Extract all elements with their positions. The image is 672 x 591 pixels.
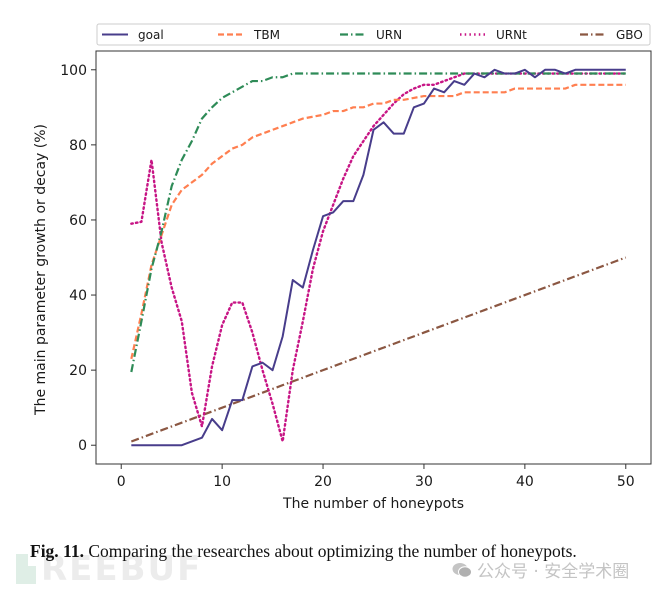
x-tick-label: 20 (314, 474, 332, 490)
y-tick-label: 0 (78, 438, 87, 454)
legend-label: goal (138, 28, 164, 42)
x-tick-label: 50 (617, 474, 635, 490)
y-tick-label: 20 (69, 363, 87, 379)
legend-label: TBM (253, 28, 280, 42)
series-line-tbm (130, 83, 626, 360)
figure-caption: Fig. 11. Comparing the researches about … (30, 541, 670, 562)
legend-label: URNt (496, 28, 527, 42)
freebuf-watermark: REEBUF (16, 549, 203, 589)
legend-item-urnt: URNt (460, 28, 527, 42)
series-line-gbo (130, 256, 627, 443)
y-axis: 0 20 40 60 80 100 (60, 63, 96, 454)
series-line-urn (130, 72, 626, 373)
legend-item-urn: URN (340, 28, 402, 42)
legend-item-tbm: TBM (218, 28, 280, 42)
legend-label: URN (376, 28, 402, 42)
x-axis-label: The number of honeypots (282, 496, 464, 512)
y-axis-label: The main parameter growth or decay (%) (33, 124, 49, 416)
caption-text: Comparing the researches about optimizin… (83, 541, 577, 561)
legend-box (96, 23, 651, 46)
y-tick-label: 80 (69, 138, 87, 154)
series-layer (130, 68, 627, 447)
legend-item-gbo: GBO (580, 28, 643, 42)
wechat-watermark: 公众号 · 安全学术圈 (452, 557, 629, 582)
series-line-goal (131, 68, 626, 447)
figure-number: Fig. 11. (30, 541, 84, 561)
legend: goal TBM URN URNt GBO (96, 23, 651, 46)
x-tick-label: 40 (516, 474, 534, 490)
legend-label: GBO (616, 28, 643, 42)
freebuf-logo-icon (16, 554, 36, 584)
legend-item-goal: goal (102, 28, 164, 42)
x-tick-label: 10 (213, 474, 231, 490)
y-tick-label: 100 (60, 63, 87, 79)
chart: 0 10 20 30 40 50 0 20 40 60 80 100 The number of h… (33, 23, 652, 512)
wechat-watermark-text: 公众号 · 安全学术圈 (477, 562, 630, 582)
plot-frame (95, 50, 652, 465)
series-line-urnt (130, 72, 627, 443)
x-tick-label: 30 (415, 474, 433, 490)
x-tick-label: 0 (117, 474, 126, 490)
wechat-icon (452, 562, 472, 578)
x-axis: 0 10 20 30 40 50 (117, 464, 635, 490)
freebuf-watermark-text: REEBUF (41, 549, 203, 589)
y-tick-label: 40 (69, 288, 87, 304)
y-tick-label: 60 (69, 213, 87, 229)
